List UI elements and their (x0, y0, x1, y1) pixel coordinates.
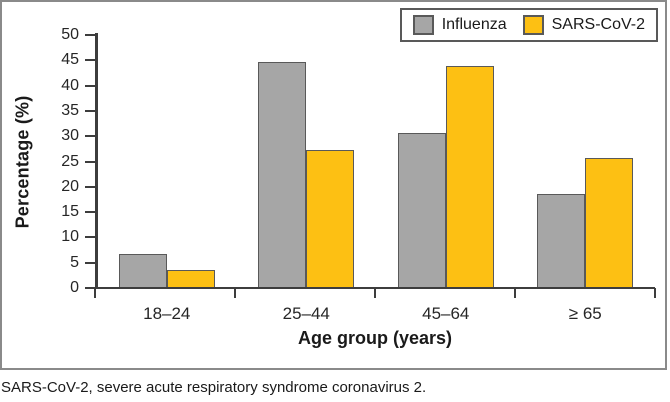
legend-item-sars-cov-2: SARS-CoV-2 (522, 15, 645, 35)
x-tick (654, 288, 656, 298)
y-axis-title: Percentage (%) (12, 95, 33, 229)
bar-sars-cov-2 (306, 149, 355, 287)
x-tick (374, 288, 376, 298)
bar-sars-cov-2 (585, 157, 634, 287)
bar-group: 25–44 (237, 34, 377, 323)
x-axis-line (95, 286, 655, 289)
x-tick (514, 288, 516, 298)
influenza-swatch (412, 15, 434, 35)
y-tick-label: 15 (61, 203, 79, 221)
y-tick (85, 160, 95, 163)
y-tick-label: 45 (61, 51, 79, 69)
y-tick (85, 287, 95, 289)
y-tick-label: 50 (61, 26, 79, 43)
legend-label-sars-cov-2: SARS-CoV-2 (551, 16, 645, 33)
category-label: 45–64 (422, 304, 470, 323)
bar-groups: 18–24 25–44 45–64 ≥ 65 (97, 34, 656, 323)
y-tick (85, 34, 95, 36)
y-tick (85, 135, 95, 138)
plot-area: 18–24 25–44 45–64 ≥ 65 0 5 10 15 20 25 30 35 40 45 50 (61, 26, 656, 323)
y-tick (85, 261, 95, 264)
bar-influenza (537, 193, 586, 287)
chart-panel: Influenza SARS-CoV-2 Percentage (%) 18–2… (0, 0, 667, 370)
y-tick-label: 0 (70, 279, 79, 296)
bar-sars-cov-2 (445, 65, 494, 287)
bar-influenza (118, 253, 167, 287)
bar-group: 18–24 (97, 34, 237, 323)
y-tick (85, 211, 95, 214)
y-tick-label: 20 (61, 177, 79, 195)
y-axis-line (95, 33, 98, 289)
y-tick-label: 40 (61, 76, 79, 94)
y-tick-label: 5 (70, 253, 79, 271)
y-tick (85, 84, 95, 87)
y-tick-label: 25 (61, 152, 79, 170)
legend-item-influenza: Influenza (412, 15, 507, 35)
bar-group: ≥ 65 (516, 34, 656, 323)
category-label: 18–24 (143, 304, 191, 323)
x-tick (234, 288, 236, 298)
category-label: 25–44 (282, 304, 330, 323)
x-axis-title: Age group (years) (297, 328, 453, 348)
legend: Influenza SARS-CoV-2 (399, 8, 658, 42)
sars-cov-2-swatch (522, 15, 544, 35)
bar-group: 45–64 (376, 34, 516, 323)
y-tick (85, 236, 95, 239)
bar-influenza (258, 62, 307, 287)
bar-sars-cov-2 (166, 270, 215, 287)
x-tick (94, 288, 96, 298)
y-tick-label: 30 (61, 127, 79, 145)
bar-influenza (397, 132, 446, 287)
footnote: SARS-CoV-2, severe acute respiratory syn… (1, 379, 427, 396)
y-tick (85, 59, 95, 62)
y-tick (85, 185, 95, 188)
y-tick-label: 35 (61, 101, 79, 119)
legend-label-influenza: Influenza (441, 16, 507, 33)
y-tick (85, 109, 95, 112)
y-tick-label: 10 (61, 228, 79, 246)
category-label: ≥ 65 (568, 304, 602, 323)
